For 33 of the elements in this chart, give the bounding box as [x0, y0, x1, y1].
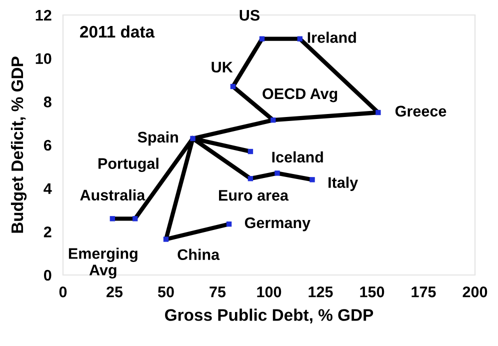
x-tick-label: 0 — [59, 286, 67, 298]
y-tick-label: 6 — [44, 140, 52, 151]
annotation: Australia — [80, 189, 146, 201]
annotation: Ireland — [308, 32, 356, 43]
annotation: Iceland — [272, 151, 323, 163]
x-tick-label: 100 — [257, 286, 282, 298]
y-tick-label: 12 — [36, 10, 52, 21]
x-tick-label: 75 — [210, 286, 226, 298]
annotation: Portugal — [98, 158, 158, 172]
annotation: Italy — [328, 176, 358, 191]
y-tick-label: 4 — [44, 183, 52, 194]
x-tick-label: 50 — [158, 286, 174, 298]
y-tick-label: 0 — [44, 270, 52, 281]
x-tick-label: 25 — [106, 286, 123, 298]
annotation: Greece — [395, 106, 446, 117]
annotation: Euro area — [219, 190, 289, 201]
x-tick-label: 175 — [412, 286, 436, 298]
annotation: US — [240, 10, 260, 21]
y-tick-label: 10 — [36, 53, 52, 64]
annotation: China — [178, 248, 220, 260]
y-tick-label: 8 — [44, 96, 52, 108]
annotation: Emerging Avg — [68, 248, 138, 279]
x-axis-title: Gross Public Debt, % GDP — [165, 308, 374, 324]
x-tick-label: 125 — [308, 286, 333, 298]
annotation: UK — [212, 62, 233, 73]
annotation: Germany — [244, 217, 310, 232]
annotation: Spain — [138, 131, 178, 146]
x-tick-label: 150 — [360, 286, 384, 298]
y-tick-label: 2 — [44, 226, 52, 238]
annotation: OECD Avg — [262, 88, 338, 102]
annotation: 2011 data — [80, 25, 155, 38]
y-axis-title: Budget Deficit, % GDP — [10, 56, 27, 233]
x-tick-label: 200 — [462, 286, 488, 298]
